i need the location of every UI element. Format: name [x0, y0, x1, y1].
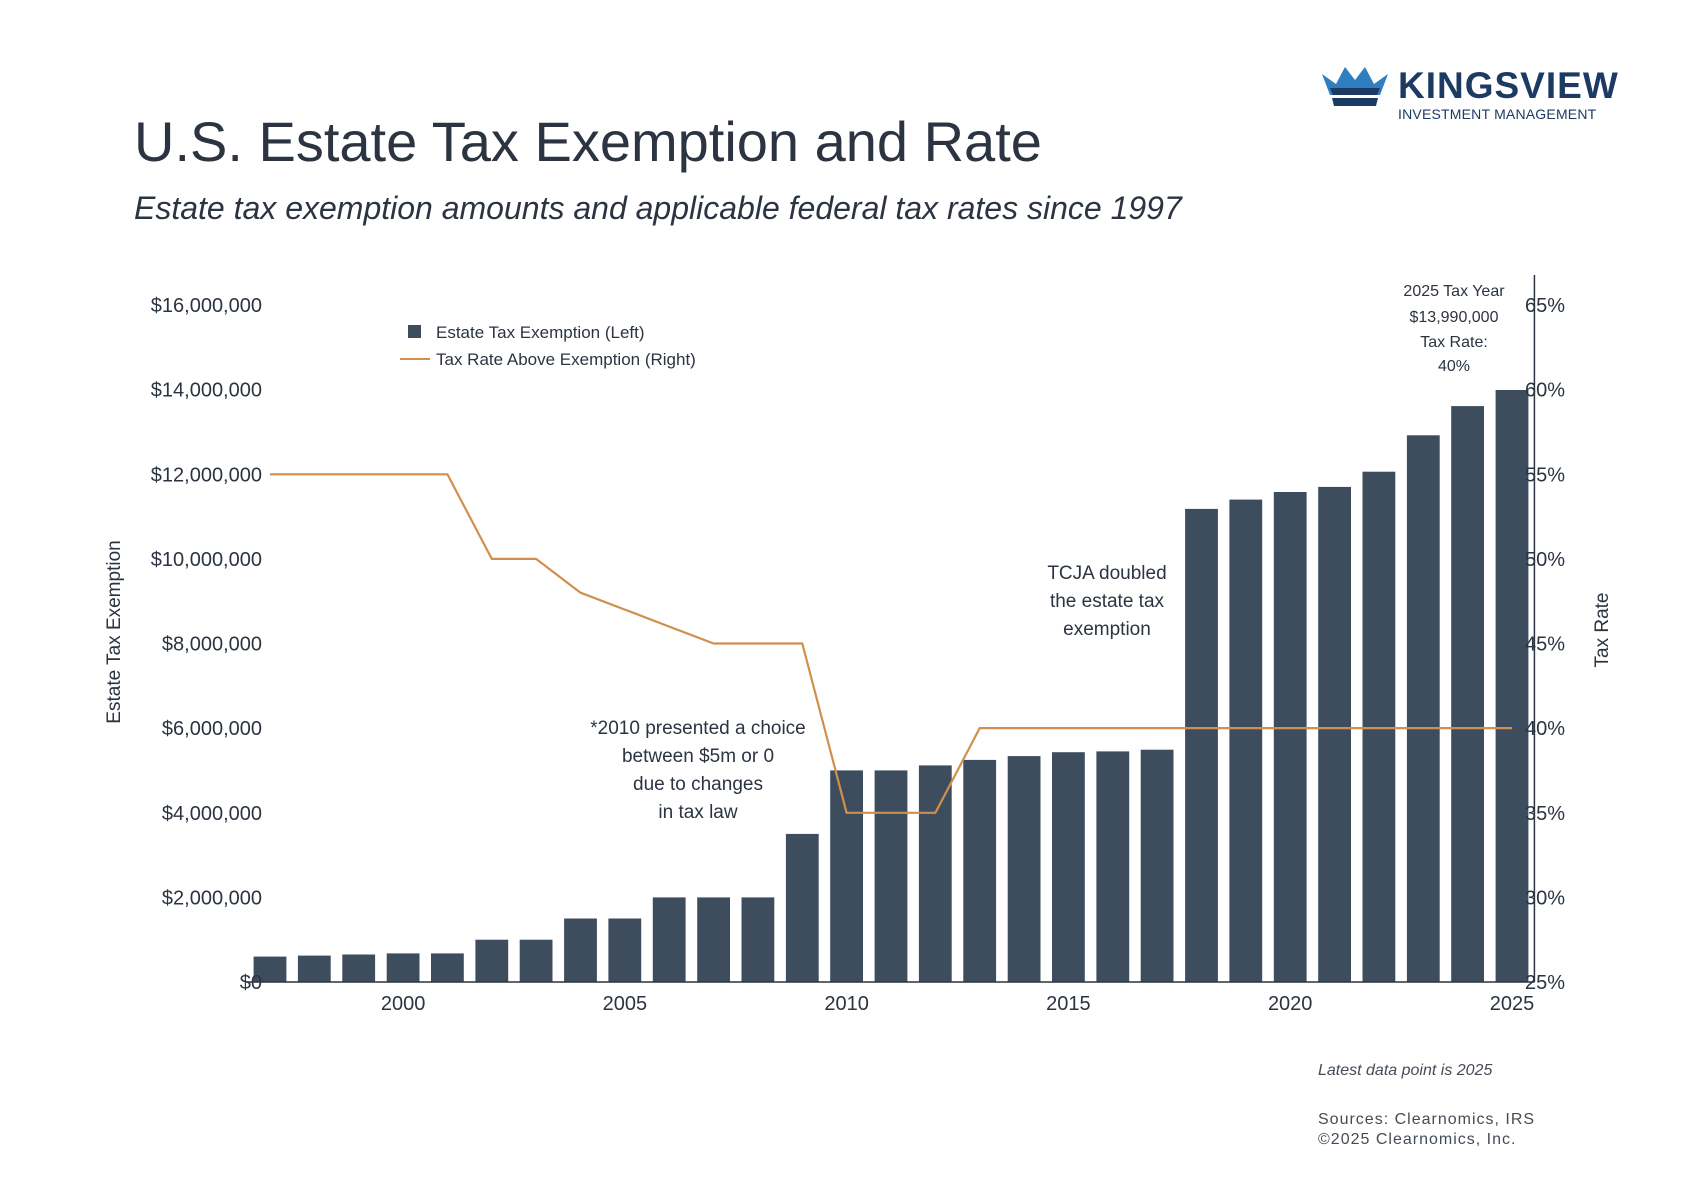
right-tick-label: 65% [1525, 295, 1565, 317]
right-tick-label: 25% [1525, 972, 1565, 994]
bar-2002 [475, 939, 509, 982]
annotation-line: 40% [1438, 358, 1470, 375]
annotation-line: in tax law [658, 802, 737, 823]
x-tick-label: 2000 [381, 993, 426, 1015]
left-tick-label: $12,000,000 [151, 464, 262, 486]
x-tick-label: 2020 [1268, 993, 1313, 1015]
right-tick-label: 40% [1525, 718, 1565, 740]
annotation-line: Tax Rate: [1420, 334, 1488, 351]
bar-2001 [431, 953, 464, 982]
bar-1997 [253, 956, 287, 982]
annotation-2025: 2025 Tax Year $13,990,000 Tax Rate: 40% [1403, 283, 1505, 375]
left-axis-ticks: $0 $2,000,000 $4,000,000 $6,000,000 $8,000,0… [151, 295, 262, 994]
right-axis-label: Tax Rate [1592, 593, 1613, 668]
sources-block: Sources: Clearnomics, IRS ©2025 Clearnom… [1318, 1110, 1535, 1150]
bar-2003 [519, 939, 553, 982]
bar-2020 [1273, 492, 1307, 982]
left-tick-label: $2,000,000 [162, 887, 262, 909]
bar-2025 [1495, 390, 1529, 982]
crown-icon [1322, 67, 1388, 106]
annotation-line: due to changes [633, 774, 763, 795]
left-tick-label: $4,000,000 [162, 803, 262, 825]
bar-2005 [608, 918, 642, 982]
bar-series [247, 275, 1536, 983]
left-tick-label: $14,000,000 [151, 380, 262, 402]
annotation-tcja: TCJA doubled the estate tax exemption [1047, 563, 1166, 640]
bar-2007 [697, 897, 730, 982]
bar-2004 [564, 918, 597, 982]
kingsview-logo: KINGSVIEW INVESTMENT MANAGEMENT [1320, 62, 1620, 132]
left-tick-label: $10,000,000 [151, 549, 262, 571]
bar-2013 [963, 759, 997, 982]
right-tick-label: 50% [1525, 549, 1565, 571]
left-tick-label: $6,000,000 [162, 718, 262, 740]
right-axis-title: Tax Rate [1592, 593, 1613, 668]
bar-2010 [830, 770, 863, 982]
annotation-line: exemption [1063, 619, 1151, 640]
annotation-line: 2025 Tax Year [1403, 283, 1505, 300]
left-tick-label: $8,000,000 [162, 634, 262, 656]
annotation-2010: *2010 presented a choice between $5m or … [590, 718, 806, 823]
annotation-line: *2010 presented a choice [590, 718, 806, 739]
latest-data-note: Latest data point is 2025 [1318, 1062, 1493, 1079]
bar-2006 [652, 897, 686, 982]
bar-2014 [1007, 756, 1041, 982]
x-tick-label: 2015 [1046, 993, 1091, 1015]
bar-2021 [1318, 486, 1351, 982]
line-series [270, 473, 1512, 814]
right-tick-label: 55% [1525, 464, 1565, 486]
bar-1999 [342, 954, 376, 982]
right-tick-label: 35% [1525, 803, 1565, 825]
annotation-line: $13,990,000 [1410, 309, 1499, 326]
legend-bar-label: Estate Tax Exemption (Left) [436, 323, 645, 342]
copyright-text: ©2025 Clearnomics, Inc. [1318, 1131, 1517, 1148]
bar-1998 [297, 955, 331, 982]
legend-bar-swatch [408, 325, 421, 338]
bar-2018 [1185, 508, 1218, 982]
bar-2009 [785, 833, 819, 982]
x-tick-label: 2010 [824, 993, 869, 1015]
annotation-line: the estate tax [1050, 591, 1165, 612]
bar-2008 [741, 897, 775, 982]
right-tick-label: 30% [1525, 887, 1565, 909]
x-tick-label: 2025 [1490, 993, 1535, 1015]
left-tick-label: $16,000,000 [151, 295, 262, 317]
sources-text: Sources: Clearnomics, IRS [1318, 1111, 1536, 1128]
x-tick-label: 2005 [603, 993, 648, 1015]
bar-2000 [386, 953, 420, 982]
logo-wordmark: KINGSVIEW [1398, 65, 1619, 106]
legend: Estate Tax Exemption (Left) Tax Rate Abo… [400, 323, 696, 369]
bar-2017 [1140, 749, 1174, 982]
bar-2023 [1406, 435, 1440, 982]
right-axis-ticks: 25% 30% 35% 40% 45% 50% 55% 60% 65% [1525, 295, 1565, 994]
legend-line-label: Tax Rate Above Exemption (Right) [436, 350, 696, 369]
page-subtitle: Estate tax exemption amounts and applica… [134, 190, 1182, 226]
logo-tagline: INVESTMENT MANAGEMENT [1398, 106, 1597, 122]
tax-rate-line [270, 473, 1512, 814]
left-axis-label: Estate Tax Exemption [104, 540, 125, 723]
left-tick-label: $0 [240, 972, 262, 994]
bar-2016 [1096, 751, 1130, 982]
left-axis-title: Estate Tax Exemption [104, 540, 125, 723]
annotation-line: between $5m or 0 [622, 746, 774, 767]
annotation-line: TCJA doubled [1047, 563, 1166, 584]
bar-2019 [1229, 499, 1263, 982]
right-tick-label: 60% [1525, 380, 1565, 402]
bar-2015 [1052, 752, 1085, 982]
bar-2022 [1362, 471, 1396, 982]
right-tick-label: 45% [1525, 634, 1565, 656]
bar-2024 [1451, 406, 1484, 983]
bar-2011 [874, 770, 908, 982]
x-axis-ticks: 2000 2005 2010 2015 2020 2025 [381, 993, 1534, 1015]
bar-2012 [918, 765, 952, 982]
page-title: U.S. Estate Tax Exemption and Rate [134, 110, 1042, 173]
